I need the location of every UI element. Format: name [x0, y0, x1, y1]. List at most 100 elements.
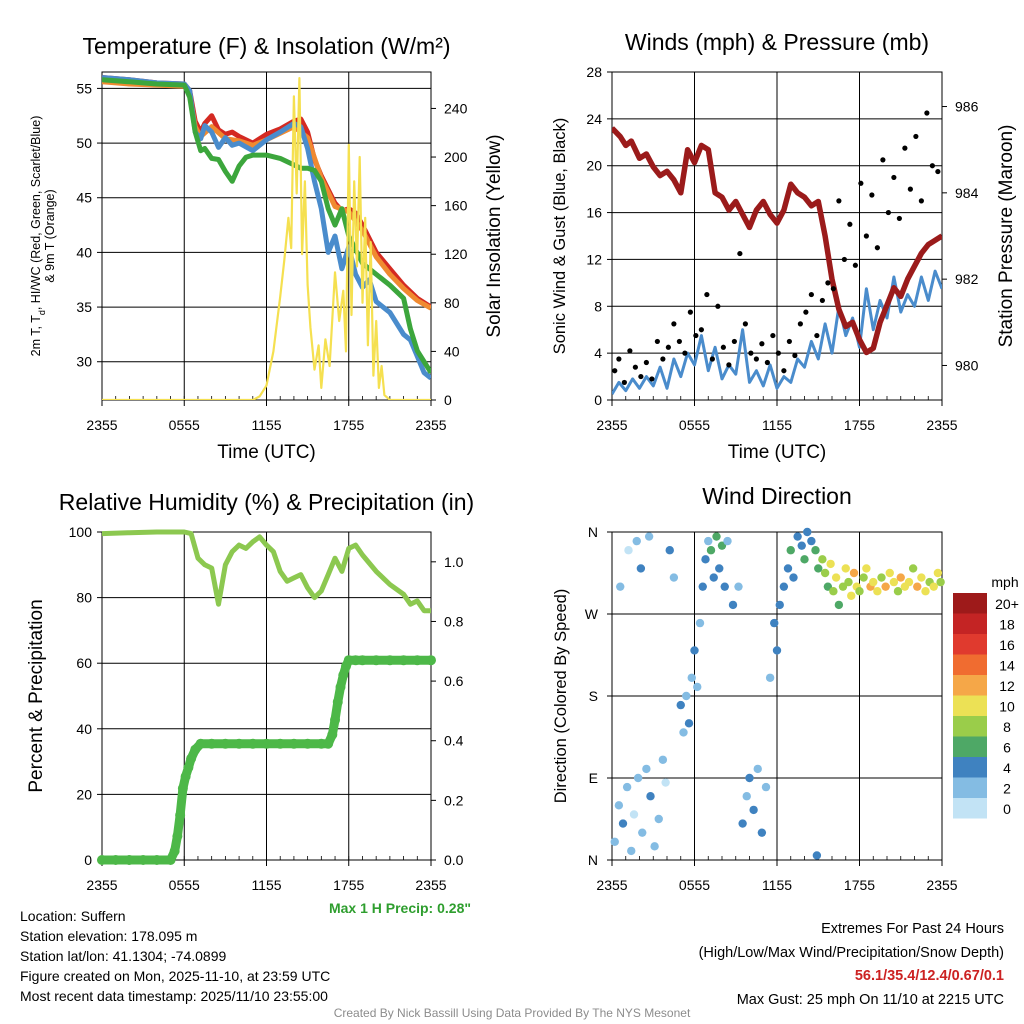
temp-y2-tick-label: 80 — [444, 295, 460, 311]
wind-gust-point — [731, 338, 737, 345]
dir-point — [849, 568, 859, 578]
rh-precip-point — [169, 846, 180, 857]
extremes-info: Extremes For Past 24 Hours (High/Low/Max… — [699, 918, 1004, 1012]
wind-gust-point — [896, 215, 902, 222]
dir-y-tick-label: N — [588, 524, 598, 540]
wind-y2-label: Station Pressure (Maroon) — [996, 125, 1017, 348]
dir-point — [704, 536, 713, 546]
dir-point — [889, 577, 899, 587]
dir-point — [885, 568, 894, 578]
rh-precip-point — [288, 738, 299, 749]
rh-precip-point — [332, 696, 343, 707]
dir-point — [676, 700, 685, 710]
temp-y2-tick-label: 240 — [444, 100, 468, 116]
dir-point — [701, 555, 710, 564]
rh-y2-tick-label: 0.6 — [444, 673, 464, 689]
dir-point — [757, 828, 767, 837]
wind-gust-point — [643, 359, 649, 366]
wind-gust-point — [671, 321, 677, 327]
dir-point — [807, 536, 816, 546]
wind-y-tick-label: 16 — [586, 205, 602, 221]
wind-y-tick-label: 28 — [586, 64, 602, 80]
dir-point — [765, 673, 775, 682]
rh-precip-point — [124, 855, 135, 865]
dir-point — [654, 814, 663, 824]
dir-point — [797, 541, 806, 550]
rh-precip-point — [165, 855, 176, 865]
rh-precip-point — [335, 682, 346, 693]
rh-precip-point — [234, 738, 245, 749]
dir-point — [698, 582, 707, 591]
wind-x-tick-label: 2355 — [926, 417, 957, 433]
dir-point — [712, 532, 721, 541]
temp-y-tick-label: 55 — [76, 80, 92, 96]
dir-point — [728, 600, 738, 610]
dir-point — [761, 782, 771, 792]
wind-y2-tick-label: 986 — [955, 99, 979, 115]
dir-point — [893, 587, 903, 596]
location-text: Location: Suffern — [20, 908, 126, 924]
recent-text: Most recent data timestamp: 2025/11/10 2… — [20, 988, 328, 1004]
temp-y-tick-label: 50 — [76, 135, 92, 151]
max-gust-text: Max Gust: 25 mph On 11/10 at 2215 UTC — [736, 991, 1004, 1008]
colorbar-label: 0 — [1003, 801, 1011, 817]
elevation-text: Station elevation: 178.095 m — [20, 928, 198, 944]
rh-x-tick-label: 2355 — [86, 877, 117, 893]
dir-point — [936, 577, 945, 587]
dir-y-tick-label: W — [585, 606, 599, 622]
dir-point — [682, 691, 691, 701]
rh-precip-point — [338, 670, 349, 681]
rh-y2-tick-label: 0.4 — [444, 733, 464, 749]
rh-y2-tick-label: 0.8 — [444, 613, 464, 629]
dir-point — [908, 564, 918, 573]
wind-y-tick-label: 4 — [594, 345, 602, 361]
rh-precip-point — [206, 738, 217, 749]
wind-gust-point — [781, 368, 787, 374]
dir-x-tick-label: 1155 — [762, 877, 792, 893]
dir-y-tick-label: S — [589, 688, 598, 704]
wind-x-tick-label: 2355 — [596, 417, 627, 433]
dir-point — [706, 546, 716, 555]
dir-point — [618, 819, 628, 828]
station-info: Location: Suffern Station elevation: 178… — [20, 906, 330, 1006]
dir-point — [665, 546, 674, 555]
wind-gust-point — [660, 356, 666, 362]
temp-x-label: Time (UTC) — [217, 442, 316, 463]
dir-point — [921, 587, 930, 596]
colorbar-label: 2 — [1003, 781, 1011, 797]
rh-precip-point — [175, 810, 186, 821]
wind-gust-point — [682, 350, 688, 356]
rh-x-tick-label: 1155 — [251, 877, 281, 893]
dir-point — [629, 810, 639, 819]
dir-point — [844, 577, 853, 587]
rh-frame — [101, 531, 432, 861]
dir-point — [818, 555, 827, 564]
rh-precip-point — [97, 855, 107, 865]
wind-gust-point — [775, 350, 781, 356]
wind-gust-point — [880, 157, 886, 163]
extremes-title: Extremes For Past 24 Hours — [821, 921, 1004, 937]
dir-point — [690, 646, 699, 655]
colorbar-swatch — [953, 675, 987, 696]
rh-precip-point — [261, 738, 272, 749]
wind-y2-tick-label: 980 — [955, 357, 979, 373]
rh-precip-point — [426, 655, 436, 666]
dir-point — [933, 568, 943, 578]
rh-precip-point — [302, 738, 313, 749]
temp-y-label-line2: & 9m T (Orange) — [43, 189, 57, 282]
dir-point — [709, 573, 718, 582]
temp-y2-tick-label: 0 — [444, 392, 452, 408]
dir-point — [786, 546, 795, 555]
dir-point — [632, 536, 641, 546]
wind-gust-point — [808, 291, 814, 298]
wind-gust-point — [616, 356, 622, 362]
dir-x-tick-label: 2355 — [596, 877, 627, 893]
temp-x-tick-label: 2355 — [86, 417, 117, 433]
latlon-text: Station lat/lon: 41.1304; -74.0899 — [20, 948, 227, 964]
dir-point — [749, 805, 758, 815]
rh-y-tick-label: 60 — [76, 655, 92, 671]
temp-x-tick-label: 1155 — [251, 417, 281, 433]
wind-gust-point — [841, 256, 847, 263]
rh-x-tick-label: 2355 — [415, 877, 446, 893]
dir-point — [742, 792, 751, 801]
